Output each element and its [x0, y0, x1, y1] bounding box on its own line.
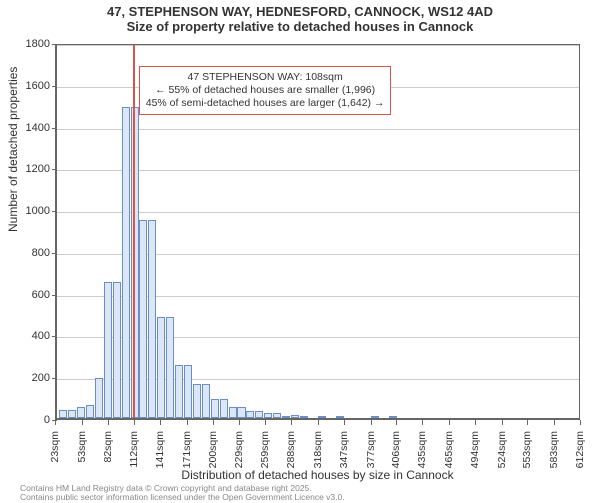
histogram-bar	[220, 399, 228, 418]
x-tick-label: 347sqm	[338, 431, 350, 479]
x-tick-mark	[160, 420, 161, 425]
histogram-bar	[86, 405, 94, 418]
y-tick-label: 1000	[10, 205, 50, 217]
histogram-bar	[113, 282, 121, 418]
x-tick-mark	[291, 420, 292, 425]
x-tick-label: 377sqm	[365, 431, 377, 479]
histogram-bar	[95, 378, 103, 418]
x-tick-mark	[580, 420, 581, 425]
histogram-bar	[336, 416, 344, 418]
histogram-bar	[184, 365, 192, 418]
x-tick-label: 112sqm	[128, 431, 140, 479]
x-tick-label: 406sqm	[390, 431, 402, 479]
histogram-bar	[264, 413, 272, 418]
x-tick-label: 200sqm	[207, 431, 219, 479]
y-tick-label: 600	[10, 289, 50, 301]
x-tick-mark	[527, 420, 528, 425]
histogram-bar	[246, 411, 254, 418]
x-tick-mark	[82, 420, 83, 425]
chart-container: 47, STEPHENSON WAY, HEDNESFORD, CANNOCK,…	[0, 0, 600, 500]
x-tick-label: 259sqm	[259, 431, 271, 479]
y-tick-label: 400	[10, 330, 50, 342]
x-tick-mark	[396, 420, 397, 425]
histogram-bar	[122, 107, 130, 418]
y-tick-label: 1400	[10, 122, 50, 134]
x-tick-mark	[502, 420, 503, 425]
histogram-bar	[237, 407, 245, 418]
histogram-bar	[371, 416, 379, 418]
histogram-bar	[148, 220, 156, 418]
plot-area: 47 STEPHENSON WAY: 108sqm← 55% of detach…	[55, 44, 580, 420]
histogram-bar	[59, 410, 67, 418]
x-tick-label: 141sqm	[154, 431, 166, 479]
x-tick-mark	[239, 420, 240, 425]
histogram-bar	[77, 407, 85, 418]
x-tick-mark	[265, 420, 266, 425]
histogram-bar	[255, 411, 263, 418]
x-tick-label: 465sqm	[443, 431, 455, 479]
gridline	[57, 45, 579, 46]
histogram-bar	[300, 416, 308, 418]
histogram-bar	[166, 317, 174, 418]
x-tick-label: 318sqm	[312, 431, 324, 479]
chart-title-line2: Size of property relative to detached ho…	[0, 19, 600, 38]
annotation-box: 47 STEPHENSON WAY: 108sqm← 55% of detach…	[139, 66, 392, 115]
histogram-bar	[389, 416, 397, 419]
x-tick-mark	[449, 420, 450, 425]
x-tick-label: 171sqm	[181, 431, 193, 479]
histogram-bar	[175, 365, 183, 418]
y-tick-label: 200	[10, 372, 50, 384]
histogram-bar	[291, 415, 299, 418]
annotation-line: 45% of semi-detached houses are larger (…	[146, 97, 385, 110]
x-tick-mark	[475, 420, 476, 425]
x-tick-mark	[371, 420, 372, 425]
histogram-bar	[104, 282, 112, 418]
x-tick-mark	[318, 420, 319, 425]
histogram-bar	[282, 416, 290, 418]
x-tick-label: 23sqm	[49, 431, 61, 479]
histogram-bar	[193, 384, 201, 418]
y-tick-label: 800	[10, 247, 50, 259]
y-tick-label: 1200	[10, 163, 50, 175]
x-tick-label: 494sqm	[469, 431, 481, 479]
histogram-bar	[139, 220, 147, 418]
x-tick-mark	[108, 420, 109, 425]
histogram-bar	[68, 410, 76, 418]
y-tick-label: 0	[10, 414, 50, 426]
x-tick-label: 553sqm	[521, 431, 533, 479]
x-tick-mark	[344, 420, 345, 425]
histogram-bar	[273, 413, 281, 418]
histogram-bar	[157, 317, 165, 418]
x-tick-label: 229sqm	[233, 431, 245, 479]
chart-title-line1: 47, STEPHENSON WAY, HEDNESFORD, CANNOCK,…	[0, 0, 600, 19]
x-tick-mark	[55, 420, 56, 425]
histogram-bar	[229, 407, 237, 418]
x-tick-label: 82sqm	[102, 431, 114, 479]
x-tick-mark	[213, 420, 214, 425]
x-tick-mark	[554, 420, 555, 425]
x-tick-mark	[187, 420, 188, 425]
histogram-bar	[318, 416, 326, 418]
histogram-bar	[211, 399, 219, 418]
x-tick-label: 435sqm	[416, 431, 428, 479]
x-tick-label: 612sqm	[574, 431, 586, 479]
x-tick-label: 288sqm	[285, 431, 297, 479]
histogram-bar	[202, 384, 210, 418]
annotation-line: 47 STEPHENSON WAY: 108sqm	[146, 71, 385, 84]
y-tick-label: 1800	[10, 38, 50, 50]
annotation-line: ← 55% of detached houses are smaller (1,…	[146, 84, 385, 97]
x-tick-mark	[134, 420, 135, 425]
footer-line2: Contains public sector information licen…	[20, 493, 345, 502]
x-tick-mark	[422, 420, 423, 425]
x-tick-label: 53sqm	[76, 431, 88, 479]
y-tick-label: 1600	[10, 80, 50, 92]
marker-line	[133, 45, 135, 418]
x-tick-label: 524sqm	[496, 431, 508, 479]
x-tick-label: 583sqm	[548, 431, 560, 479]
